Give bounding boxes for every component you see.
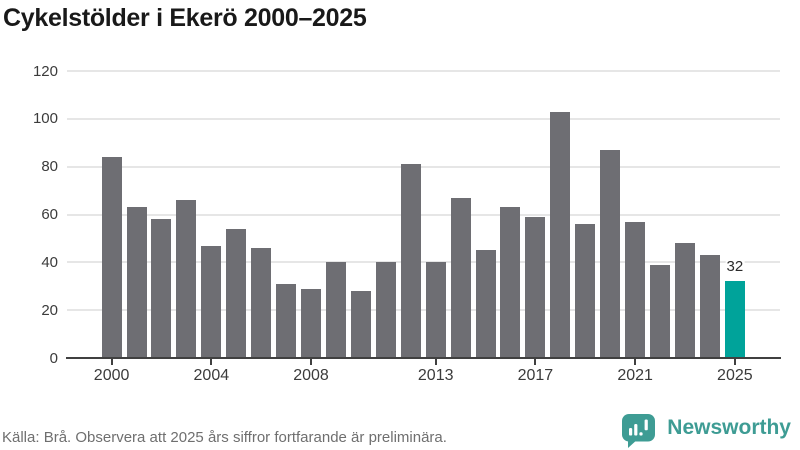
highlight-value-label: 32 (725, 258, 745, 276)
x-tick-2000 (110, 359, 113, 365)
x-axis-label-2000: 2000 (93, 367, 130, 384)
bar-2010 (350, 291, 371, 358)
bar-chart: 0 20 40 60 80 100 120 32 2000 2004 2008 2013 2017 202… (32, 62, 781, 384)
bar-2019 (575, 224, 596, 358)
bar-2012 (400, 164, 421, 358)
chart-title: Cykelstölder i Ekerö 2000–2025 (3, 4, 367, 32)
brand-name: Newsworthy (667, 416, 791, 439)
gridline-y-120 (67, 70, 780, 72)
bar-2008 (301, 288, 322, 358)
x-tick-2021 (634, 359, 637, 365)
bar-2005 (226, 228, 247, 358)
x-tick-2017 (534, 359, 537, 365)
bar-2021 (625, 221, 646, 358)
y-axis-label-100: 100 (32, 110, 58, 128)
bar-2018 (550, 111, 571, 358)
y-axis-label-0: 0 (49, 349, 58, 367)
gridline-y-40 (67, 261, 780, 264)
gridline-y-20 (67, 309, 780, 312)
source-note: Källa: Brå. Observera att 2025 års siffr… (2, 429, 447, 446)
bar-2022 (650, 264, 671, 358)
bar-2013 (425, 262, 446, 358)
bar-2023 (674, 243, 695, 358)
newsworthy-speech-bubble-chart-icon (618, 412, 659, 449)
x-axis-label-2025: 2025 (717, 367, 753, 384)
bar-2011 (375, 262, 396, 358)
bar-2016 (500, 207, 521, 358)
bar-2002 (151, 219, 172, 358)
x-tick-2025 (733, 359, 736, 365)
x-axis-label-2008: 2008 (293, 367, 329, 384)
x-tick-2008 (310, 359, 313, 365)
y-axis-label-40: 40 (41, 253, 58, 271)
y-axis-label-20: 20 (41, 301, 58, 319)
y-axis-label-60: 60 (41, 206, 58, 223)
bar-2009 (325, 262, 346, 358)
bar-2006 (251, 247, 272, 358)
x-axis-label-2004: 2004 (193, 367, 230, 384)
bar-2014 (450, 197, 471, 358)
bar-2003 (176, 200, 197, 358)
gridline-y-60 (67, 213, 780, 216)
bar-2001 (126, 207, 147, 358)
x-axis-line (66, 357, 781, 359)
x-axis-label-2017: 2017 (517, 367, 554, 384)
x-axis-label-2021: 2021 (617, 367, 653, 384)
bar-2007 (276, 283, 297, 358)
y-axis-label-120: 120 (32, 62, 58, 80)
bar-2024 (699, 255, 720, 358)
bar-2004 (201, 245, 222, 358)
newsworthy-brand: Newsworthy (618, 412, 791, 449)
gridline-y-80 (67, 165, 780, 168)
y-axis-label-80: 80 (41, 158, 58, 176)
bar-2017 (525, 216, 546, 358)
bar-2015 (475, 250, 496, 358)
bar-2020 (600, 149, 621, 358)
bar-2000 (101, 157, 122, 358)
x-tick-2013 (434, 359, 437, 365)
x-tick-2004 (210, 359, 213, 365)
bar-2025 (724, 281, 745, 358)
gridline-y-100 (67, 117, 780, 120)
x-axis-label-2013: 2013 (417, 367, 454, 384)
